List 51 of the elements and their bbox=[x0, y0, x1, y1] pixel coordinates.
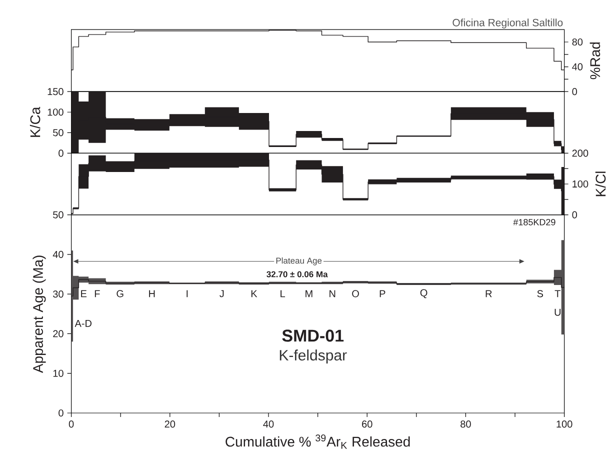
x-tick-label: 0 bbox=[68, 420, 74, 428]
y-tick-label: 50 bbox=[53, 211, 64, 218]
x-tick-label: 60 bbox=[362, 420, 372, 428]
y2-tick-label: 0 bbox=[572, 211, 578, 218]
annotation: N bbox=[330, 290, 336, 298]
y2-tick-label: 0 bbox=[572, 88, 578, 96]
x-tick-label: 40 bbox=[263, 420, 274, 428]
x-tick-label: 20 bbox=[164, 420, 176, 428]
y2-tick-label: 100 bbox=[572, 180, 588, 188]
annotation: P bbox=[380, 290, 386, 298]
y2-axis-title: K/Cl bbox=[595, 172, 606, 196]
y-axis-title: Apparent Age (Ma) bbox=[32, 256, 46, 374]
annotation: R bbox=[486, 290, 492, 298]
x-axis-title: Cumulative % $^{39}$Ar$_{K}$ Released bbox=[226, 434, 410, 449]
annotation: A-D bbox=[74, 320, 92, 327]
annotation: S bbox=[537, 290, 544, 298]
text: SMD-01 bbox=[282, 330, 344, 342]
annotation: H bbox=[149, 290, 155, 298]
annotation: Plateau Age bbox=[276, 257, 322, 266]
y2-tick-label: 200 bbox=[572, 150, 588, 157]
y-tick-label: 0 bbox=[58, 150, 64, 157]
annotation: L bbox=[280, 290, 286, 298]
y2-axis-title: %Rad bbox=[590, 42, 600, 80]
y-tick-label: 10 bbox=[53, 370, 64, 377]
y-tick-label: 0 bbox=[58, 409, 64, 417]
y-tick-label: 40 bbox=[52, 250, 64, 258]
y-tick-label: 20 bbox=[53, 330, 64, 338]
text: Oficina Regional Saltillo bbox=[452, 18, 563, 28]
y-tick-label: 30 bbox=[53, 290, 64, 298]
annotation: G bbox=[116, 290, 124, 298]
x-tick-label: 100 bbox=[556, 420, 572, 428]
y-tick-label: 150 bbox=[48, 88, 64, 96]
annotation: T bbox=[554, 290, 560, 298]
y-axis-title: K/Ca bbox=[30, 106, 40, 137]
annotation: K bbox=[251, 290, 258, 298]
y2-tick-label: 80 bbox=[572, 38, 583, 46]
annotation: J bbox=[220, 290, 224, 298]
y2-tick-label: 40 bbox=[572, 63, 583, 70]
annotation: U bbox=[554, 308, 560, 316]
annotation: E bbox=[81, 290, 87, 298]
text: K-feldspar bbox=[280, 350, 347, 364]
y-tick-label: 50 bbox=[53, 129, 64, 136]
annotation: Q bbox=[420, 289, 428, 298]
annotation: 32.70 ± 0.06 Ma bbox=[266, 271, 328, 278]
annotation: M bbox=[306, 290, 312, 298]
x-tick-label: 80 bbox=[460, 420, 471, 428]
annotation: #185KD29 bbox=[513, 218, 556, 226]
y-tick-label: 100 bbox=[48, 108, 64, 116]
annotation: I bbox=[186, 290, 188, 298]
annotation: F bbox=[94, 290, 100, 298]
annotation: O bbox=[352, 290, 359, 298]
